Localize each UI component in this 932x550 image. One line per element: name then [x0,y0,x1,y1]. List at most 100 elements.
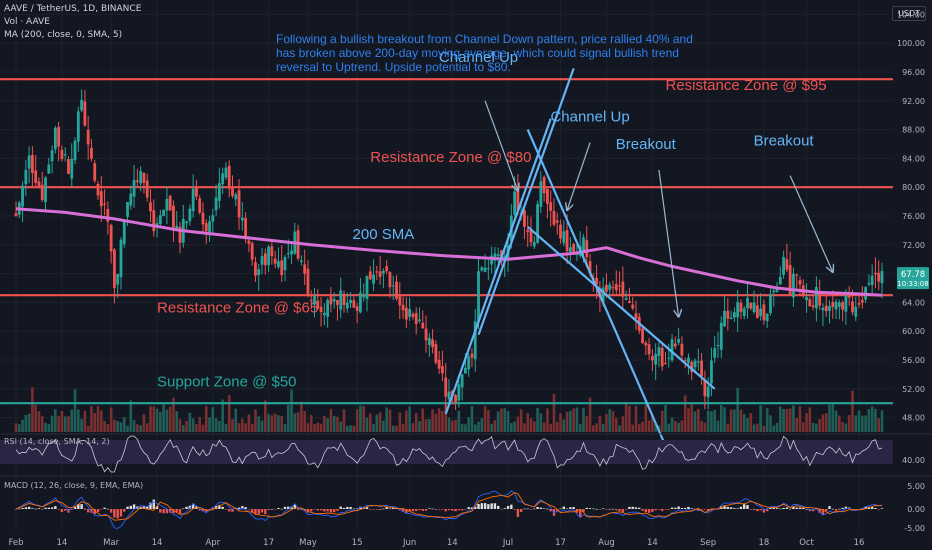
volume-bar [21,419,24,432]
candle [677,339,681,343]
volume-bar [188,412,192,432]
candle [319,306,323,312]
volume-bar [159,412,162,432]
macd-hist-bar [116,509,119,519]
price-tick: 92.00 [902,97,925,106]
macd-hist-bar [533,508,536,510]
volume-bar [57,416,60,432]
candle [214,197,218,211]
candle [870,275,874,285]
volume-bar [565,411,569,432]
macd-hist-bar [31,508,34,509]
macd-hist-bar [405,509,408,513]
macd-hist-bar [342,507,346,509]
candle [834,301,838,310]
candle [411,314,415,317]
candle [628,301,631,303]
volume-bar [651,414,654,432]
volume-bar [218,420,221,432]
currency-button[interactable]: USDT [892,6,926,21]
candle [585,240,589,258]
volume-bar [250,424,254,432]
macd-hist-bar [326,509,329,512]
volume-bar [47,424,51,432]
macd-hist-bar [250,509,254,513]
volume-bar [470,405,474,432]
candle [359,292,362,313]
volume-bar [434,413,438,432]
macd-hist-bar [80,504,83,509]
candle [247,240,251,244]
macd-hist-bar [237,507,241,509]
volume-bar [775,422,779,432]
macd-hist-bar [267,509,270,511]
macd-hist-bar [579,509,582,518]
volume-bar [398,412,402,432]
rsi-tick: 40.00 [902,456,925,465]
volume-bar [172,397,175,432]
macd-hist-bar [451,509,454,511]
macd-label: MACD (12, 26, close, 9, EMA, EMA) [4,481,143,490]
annotation-arrow [484,100,518,191]
macd-hist-bar [562,506,566,509]
volume-bar [326,418,329,432]
candle [874,272,877,275]
macd-hist-bar [759,509,762,511]
volume-bar [785,408,789,432]
volume-bar [674,421,677,432]
candle [693,360,697,368]
macd-hist-bar [474,506,477,509]
volume-bar [273,413,277,432]
macd-hist-bar [382,508,385,510]
macd-hist-bar [77,504,80,509]
macd-hist-bar [142,506,146,509]
volume-bar [368,413,372,432]
volume-bar [700,420,703,432]
volume-bar [300,401,303,432]
macd-hist-bar [483,503,487,509]
candle [398,296,402,306]
volume-bar [339,421,343,432]
volume-bar [211,407,215,432]
macd-hist-bar [457,509,461,511]
volume-bar [227,395,231,432]
volume-bar [670,417,674,432]
macd-hist-bar [818,509,821,513]
volume-bar [126,425,129,432]
candle [700,360,703,377]
candle [641,328,644,344]
candle [329,296,333,305]
volume-bar [549,423,552,432]
volume-bar [316,422,320,432]
volume-bar [113,419,116,432]
candle [80,99,84,111]
candle [132,179,136,197]
candle [673,343,677,347]
candle [854,306,858,317]
macd-hist-bar [273,509,277,510]
volume-bar [559,413,562,432]
volume-bar [264,400,267,432]
volume-bar [34,404,37,432]
macd-hist-bar [490,503,493,509]
volume-bar [792,405,795,432]
macd-hist-bar [401,509,405,512]
macd-hist-bar [762,509,766,513]
x-tick: May [299,538,317,548]
volume-bar [40,416,44,432]
candle [716,344,720,347]
candle [126,201,129,217]
volume-bar [677,422,680,432]
candle [99,191,103,207]
volume-bar [37,411,41,432]
macd-hist-bar [323,509,326,512]
candle [185,221,188,224]
volume-bar [303,411,306,432]
macd-hist-bar [644,509,648,513]
candle [477,271,480,322]
macd-hist-bar [733,508,736,509]
candle [559,224,562,239]
macd-hist-bar [106,508,110,510]
volume-bar [457,410,461,432]
